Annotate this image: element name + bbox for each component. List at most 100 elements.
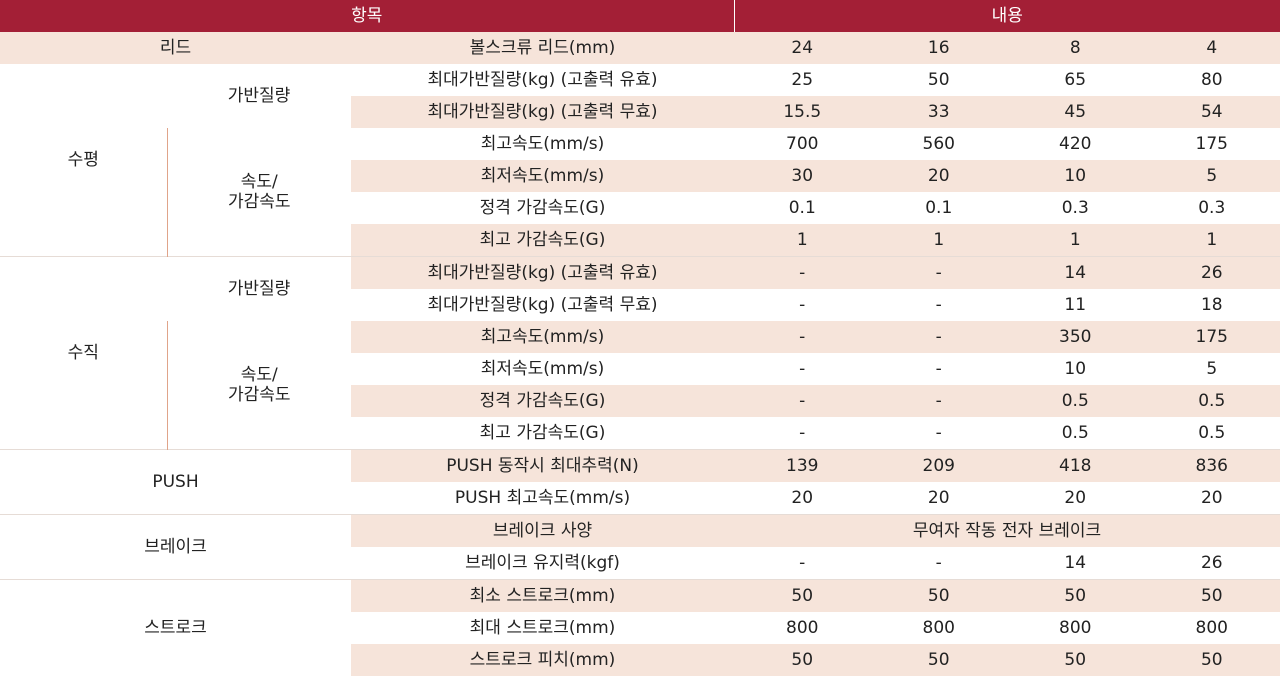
cell: 50 xyxy=(1144,580,1280,613)
cell: 209 xyxy=(871,450,1008,483)
cell: 20 xyxy=(1144,482,1280,515)
row-label: 정격 가감속도(G) xyxy=(351,385,734,417)
speed-label-line1: 속도/ xyxy=(241,172,278,192)
cell: 10 xyxy=(1007,353,1144,385)
header-item: 항목 xyxy=(0,0,734,32)
cell: 800 xyxy=(1007,612,1144,644)
cell: 560 xyxy=(871,128,1008,160)
row-label: 최고 가감속도(G) xyxy=(351,417,734,450)
cell: 50 xyxy=(871,644,1008,676)
cell: 30 xyxy=(734,160,871,192)
lead-row: 리드 볼스크류 리드(mm) 24 16 8 4 xyxy=(0,32,1280,64)
cell: 14 xyxy=(1007,257,1144,290)
cell: 20 xyxy=(1007,482,1144,515)
cell: - xyxy=(871,257,1008,290)
cell: 10 xyxy=(1007,160,1144,192)
cell: - xyxy=(734,417,871,450)
cell: 420 xyxy=(1007,128,1144,160)
cell: 5 xyxy=(1144,353,1280,385)
row-label: PUSH 동작시 최대추력(N) xyxy=(351,450,734,483)
cell: 0.1 xyxy=(734,192,871,224)
cell: 20 xyxy=(871,160,1008,192)
table-row: PUSH PUSH 동작시 최대추력(N) 139 209 418 836 xyxy=(0,450,1280,483)
cell: 836 xyxy=(1144,450,1280,483)
push-group-label: PUSH xyxy=(0,450,351,515)
cell: 418 xyxy=(1007,450,1144,483)
horizontal-speed-label: 속도/가감속도 xyxy=(167,128,351,257)
row-label: 최대가반질량(kg) (고출력 무효) xyxy=(351,96,734,128)
cell: 50 xyxy=(734,580,871,613)
table-row: 수직 가반질량 최대가반질량(kg) (고출력 유효) - - 14 26 xyxy=(0,257,1280,290)
cell: 50 xyxy=(1007,644,1144,676)
cell: - xyxy=(871,417,1008,450)
cell: 800 xyxy=(1144,612,1280,644)
vertical-speed-label: 속도/가감속도 xyxy=(167,321,351,450)
cell: 5 xyxy=(1144,160,1280,192)
cell: 1 xyxy=(871,224,1008,257)
cell: - xyxy=(734,321,871,353)
row-label: 최고 가감속도(G) xyxy=(351,224,734,257)
cell: 18 xyxy=(1144,289,1280,321)
table-row: 수평 가반질량 최대가반질량(kg) (고출력 유효) 25 50 65 80 xyxy=(0,64,1280,96)
cell: 0.1 xyxy=(871,192,1008,224)
cell: 20 xyxy=(734,482,871,515)
cell: 0.5 xyxy=(1007,385,1144,417)
cell: - xyxy=(734,353,871,385)
speed-label-line2: 가감속도 xyxy=(228,385,291,405)
cell: 0.3 xyxy=(1144,192,1280,224)
cell: 350 xyxy=(1007,321,1144,353)
cell: 0.3 xyxy=(1007,192,1144,224)
cell: 26 xyxy=(1144,257,1280,290)
cell: 50 xyxy=(1144,644,1280,676)
row-label: 최소 스트로크(mm) xyxy=(351,580,734,613)
cell: 54 xyxy=(1144,96,1280,128)
speed-label-line2: 가감속도 xyxy=(228,192,291,212)
cell: - xyxy=(734,257,871,290)
cell: 20 xyxy=(871,482,1008,515)
row-label: 최대가반질량(kg) (고출력 유효) xyxy=(351,64,734,96)
cell: 0.5 xyxy=(1144,385,1280,417)
cell: 24 xyxy=(734,32,871,64)
speed-label-line1: 속도/ xyxy=(241,365,278,385)
vertical-group-label: 수직 xyxy=(0,257,167,450)
row-label: 정격 가감속도(G) xyxy=(351,192,734,224)
cell: - xyxy=(871,353,1008,385)
cell: 700 xyxy=(734,128,871,160)
cell: 50 xyxy=(734,644,871,676)
cell: 1 xyxy=(1144,224,1280,257)
row-label: 최대가반질량(kg) (고출력 무효) xyxy=(351,289,734,321)
row-label: 브레이크 유지력(kgf) xyxy=(351,547,734,580)
cell: 1 xyxy=(1007,224,1144,257)
cell: 11 xyxy=(1007,289,1144,321)
brake-group-label: 브레이크 xyxy=(0,515,351,580)
cell: 4 xyxy=(1144,32,1280,64)
row-label: 스트로크 피치(mm) xyxy=(351,644,734,676)
table-row: 속도/가감속도 최고속도(mm/s) 700 560 420 175 xyxy=(0,128,1280,160)
table-row: 스트로크 최소 스트로크(mm) 50 50 50 50 xyxy=(0,580,1280,613)
cell: - xyxy=(871,385,1008,417)
row-label: 최저속도(mm/s) xyxy=(351,353,734,385)
cell: 0.5 xyxy=(1144,417,1280,450)
cell: 25 xyxy=(734,64,871,96)
row-label: 브레이크 사양 xyxy=(351,515,734,548)
row-label: 최대 스트로크(mm) xyxy=(351,612,734,644)
row-label: 최고속도(mm/s) xyxy=(351,321,734,353)
cell: 8 xyxy=(1007,32,1144,64)
row-label: 볼스크류 리드(mm) xyxy=(351,32,734,64)
row-label: 최저속도(mm/s) xyxy=(351,160,734,192)
cell: 50 xyxy=(871,580,1008,613)
cell: 175 xyxy=(1144,321,1280,353)
cell: 50 xyxy=(871,64,1008,96)
cell: - xyxy=(734,547,871,580)
cell: 50 xyxy=(1007,580,1144,613)
cell: 14 xyxy=(1007,547,1144,580)
cell: 139 xyxy=(734,450,871,483)
cell: 800 xyxy=(871,612,1008,644)
horizontal-group-label: 수평 xyxy=(0,64,167,257)
header-content: 내용 xyxy=(734,0,1280,32)
table-row: 브레이크 브레이크 사양 무여자 작동 전자 브레이크 xyxy=(0,515,1280,548)
lead-group-label: 리드 xyxy=(0,32,351,64)
cell: 0.5 xyxy=(1007,417,1144,450)
horizontal-payload-label: 가반질량 xyxy=(167,64,351,128)
